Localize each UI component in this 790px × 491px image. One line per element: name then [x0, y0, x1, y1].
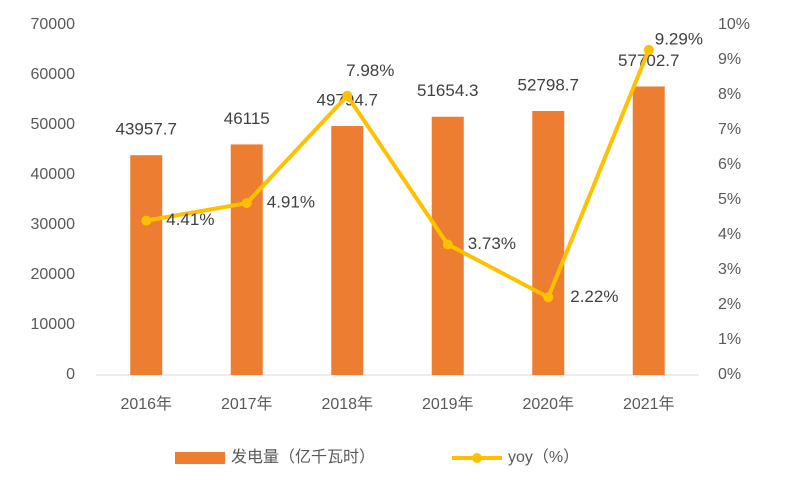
line-point [342, 90, 353, 101]
x-tick-label: 2020年 [522, 395, 574, 413]
line-value-label: 9.29% [655, 29, 703, 48]
legend-swatch [175, 452, 225, 464]
bar-value-label: 46115 [224, 109, 270, 128]
y2-tick-label: 4% [718, 226, 741, 243]
x-tick-label: 2018年 [321, 395, 373, 413]
x-tick-label: 2017年 [221, 395, 273, 413]
y2-tick-label: 6% [718, 156, 741, 173]
bar [230, 144, 263, 375]
bar-value-label: 57702.7 [618, 51, 679, 70]
y2-tick-label: 0% [718, 366, 741, 383]
y2-tick-label: 5% [718, 191, 741, 208]
y-tick-label: 10000 [31, 316, 76, 333]
y-tick-label: 30000 [31, 216, 76, 233]
bar-value-label: 51654.3 [417, 81, 478, 100]
line-value-label: 3.73% [468, 234, 516, 253]
bar-value-label: 52798.7 [518, 75, 579, 94]
line-point [643, 44, 654, 55]
line-point [543, 292, 554, 303]
line [145, 49, 651, 300]
bar [532, 111, 565, 375]
line-point [241, 198, 252, 209]
y2-tick-label: 3% [718, 261, 741, 278]
bar [130, 155, 163, 375]
line-value-label: 4.41% [166, 210, 214, 229]
legend-label: yoy（%） [508, 448, 579, 466]
y2-tick-label: 2% [718, 296, 741, 313]
line-point [442, 239, 453, 250]
legend-label: 发电量（亿千瓦时） [231, 448, 375, 466]
y-tick-label: 20000 [31, 266, 76, 283]
line-point [141, 215, 152, 226]
y-tick-label: 50000 [31, 116, 76, 133]
legend-marker [472, 453, 482, 463]
x-tick-label: 2019年 [422, 395, 474, 413]
y2-tick-label: 9% [718, 51, 741, 68]
y-tick-label: 60000 [31, 66, 76, 83]
y2-tick-label: 1% [718, 331, 741, 348]
y-tick-label: 70000 [31, 16, 76, 33]
y2-tick-label: 7% [718, 121, 741, 138]
bar [331, 126, 364, 376]
y2-tick-label: 10% [718, 16, 750, 33]
bar [632, 86, 665, 375]
y-tick-label: 40000 [31, 166, 76, 183]
line-value-label: 4.91% [267, 193, 315, 212]
x-tick-label: 2016年 [120, 395, 172, 413]
bar-value-label: 43957.7 [116, 120, 177, 139]
line-value-label: 2.22% [570, 287, 618, 306]
y2-tick-label: 8% [718, 86, 741, 103]
x-tick-label: 2021年 [623, 395, 675, 413]
y-tick-label: 0 [66, 366, 75, 383]
line-value-label: 7.98% [346, 61, 394, 80]
